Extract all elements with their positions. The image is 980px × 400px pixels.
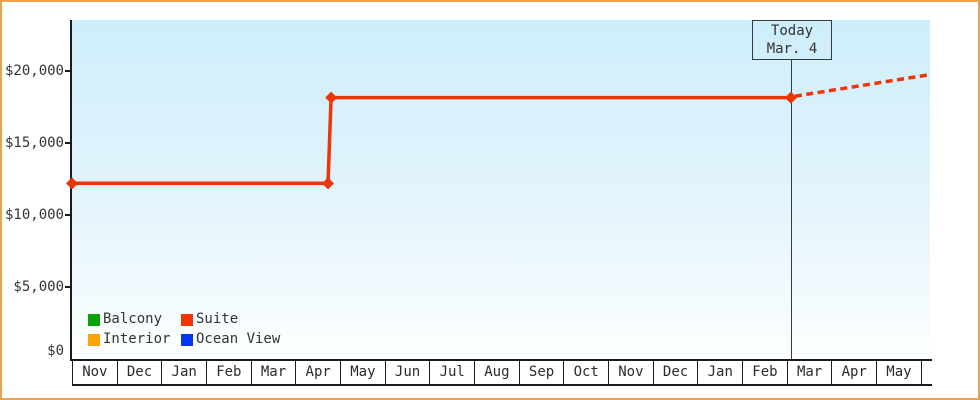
month-cell: Mar (252, 361, 297, 384)
y-axis-label: $10,000 (4, 207, 64, 223)
series-line-solid (72, 95, 791, 186)
y-axis-label: $15,000 (4, 135, 64, 151)
month-cell: May (877, 361, 922, 384)
plot-area (72, 20, 930, 359)
month-cell: Nov (73, 361, 118, 384)
legend-label-balcony: Balcony (103, 311, 163, 327)
today-annotation-date: Mar. 4 (766, 41, 818, 57)
month-cell: Dec (654, 361, 699, 384)
data-point-marker (322, 177, 335, 190)
month-cell: Jul (430, 361, 476, 384)
month-cell: Jan (162, 361, 208, 384)
legend-label-ocean-view: Ocean View (196, 331, 281, 347)
legend-item-interior[interactable]: Interior (88, 331, 181, 348)
month-cell-empty (922, 361, 932, 384)
month-cell: Aug (475, 361, 520, 384)
month-cell: Feb (743, 361, 788, 384)
series-line-dashed (794, 72, 931, 98)
today-marker-line (791, 59, 792, 359)
data-point-marker (325, 91, 338, 104)
legend-item-balcony[interactable]: Balcony (88, 311, 181, 328)
month-cell: Apr (832, 361, 878, 384)
month-cell: Sep (520, 361, 565, 384)
legend-label-suite: Suite (196, 311, 239, 327)
month-cell: Dec (118, 361, 163, 384)
data-point-marker (784, 91, 797, 104)
y-axis-line (70, 20, 72, 361)
y-axis-label: $5,000 (13, 279, 64, 295)
today-annotation-title: Today (770, 23, 814, 39)
month-cell: Feb (207, 361, 252, 384)
legend-item-suite[interactable]: Suite (181, 311, 280, 328)
y-axis-label: $0 (47, 343, 64, 359)
month-axis: Nov Dec Jan Feb Mar Apr May Jun Jul Aug Sep Oct Nov D… (72, 359, 932, 386)
legend: Balcony Suite Interior Ocean View (88, 311, 280, 348)
month-cell: Mar (788, 361, 833, 384)
month-cell: May (341, 361, 386, 384)
month-cell: Jun (386, 361, 431, 384)
y-axis-tick (65, 214, 70, 216)
month-cell: Oct (564, 361, 610, 384)
price-line-svg (66, 72, 931, 190)
legend-item-ocean-view[interactable]: Ocean View (181, 331, 280, 348)
legend-label-interior: Interior (103, 331, 171, 347)
month-cell: Nov (609, 361, 654, 384)
month-cell: Apr (296, 361, 342, 384)
balcony-swatch-icon (88, 313, 100, 326)
y-axis-tick (65, 286, 70, 288)
y-axis-label: $20,000 (4, 63, 64, 79)
y-axis-tick (65, 70, 70, 72)
ocean-view-swatch-icon (181, 333, 193, 346)
y-axis-tick (65, 142, 70, 144)
interior-swatch-icon (88, 333, 100, 346)
month-cell: Jan (698, 361, 744, 384)
data-point-marker (66, 177, 78, 190)
suite-swatch-icon (181, 313, 193, 326)
today-annotation-box: Today Mar. 4 (752, 20, 832, 60)
